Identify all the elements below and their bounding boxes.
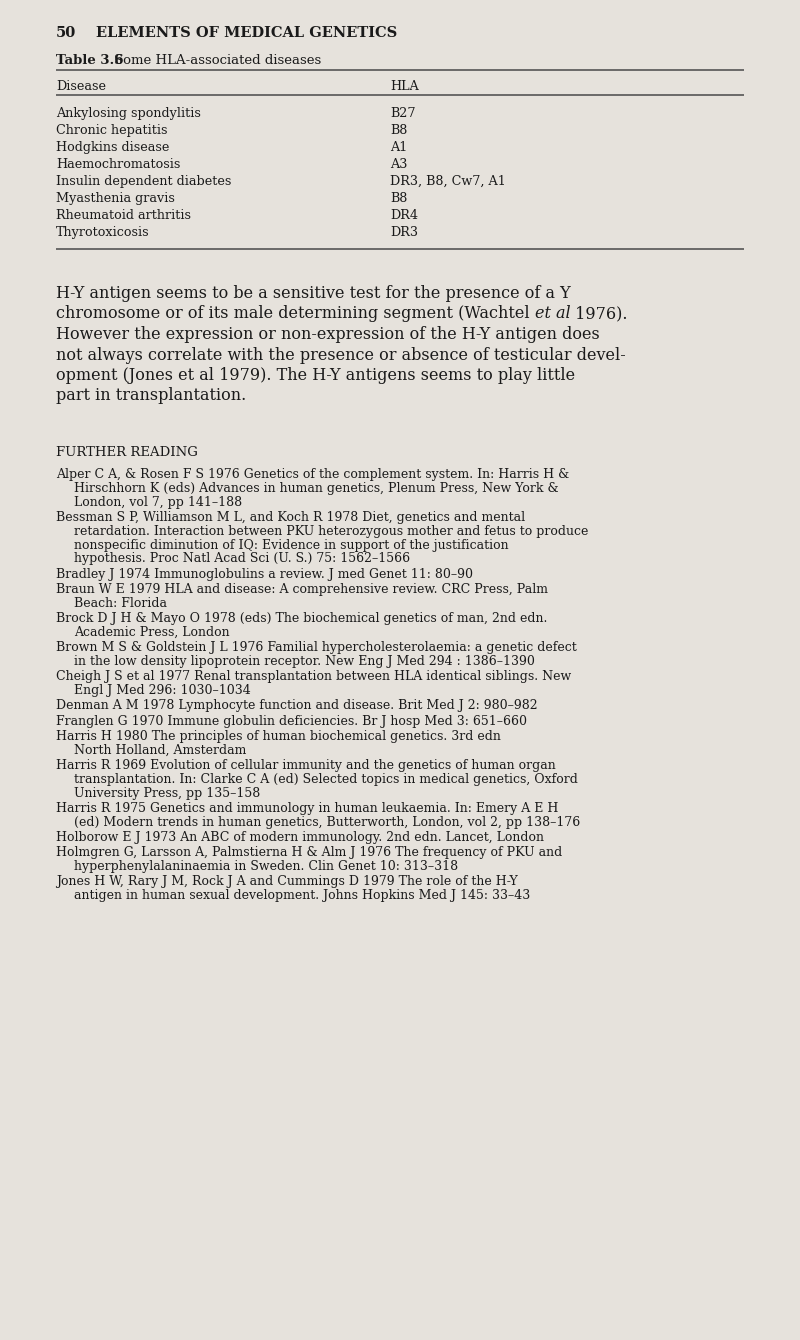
Text: Holborow E J 1973 An ABC of modern immunology. 2nd edn. Lancet, London: Holborow E J 1973 An ABC of modern immun…	[56, 831, 544, 844]
Text: Beach: Florida: Beach: Florida	[74, 596, 167, 610]
Text: nonspecific diminution of IQ: Evidence in support of the justification: nonspecific diminution of IQ: Evidence i…	[74, 539, 509, 552]
Text: Brock D J H & Mayo O 1978 (eds) The biochemical genetics of man, 2nd edn.: Brock D J H & Mayo O 1978 (eds) The bioc…	[56, 612, 547, 624]
Text: B8: B8	[390, 125, 407, 137]
Text: Haemochromatosis: Haemochromatosis	[56, 158, 180, 172]
Text: Table 3.6: Table 3.6	[56, 54, 123, 67]
Text: Braun W E 1979 HLA and disease: A comprehensive review. CRC Press, Palm: Braun W E 1979 HLA and disease: A compre…	[56, 583, 548, 596]
Text: Disease: Disease	[56, 80, 106, 92]
Text: retardation. Interaction between PKU heterozygous mother and fetus to produce: retardation. Interaction between PKU het…	[74, 525, 588, 537]
Text: Ankylosing spondylitis: Ankylosing spondylitis	[56, 107, 201, 121]
Text: Harris R 1969 Evolution of cellular immunity and the genetics of human organ: Harris R 1969 Evolution of cellular immu…	[56, 758, 556, 772]
Text: London, vol 7, pp 141–188: London, vol 7, pp 141–188	[74, 496, 242, 509]
Text: Thyrotoxicosis: Thyrotoxicosis	[56, 226, 150, 239]
Text: However the expression or non-expression of the H-Y antigen does: However the expression or non-expression…	[56, 326, 600, 343]
Text: Bradley J 1974 Immunoglobulins a review. J med Genet 11: 80–90: Bradley J 1974 Immunoglobulins a review.…	[56, 568, 473, 580]
Text: Some HLA-associated diseases: Some HLA-associated diseases	[114, 54, 322, 67]
Text: antigen in human sexual development. Johns Hopkins Med J 145: 33–43: antigen in human sexual development. Joh…	[74, 890, 530, 902]
Text: not always correlate with the presence or absence of testicular devel-: not always correlate with the presence o…	[56, 347, 626, 363]
Text: University Press, pp 135–158: University Press, pp 135–158	[74, 787, 260, 800]
Text: 1976).: 1976).	[570, 306, 628, 323]
Text: (ed) Modern trends in human genetics, Butterworth, London, vol 2, pp 138–176: (ed) Modern trends in human genetics, Bu…	[74, 816, 580, 828]
Text: FURTHER READING: FURTHER READING	[56, 446, 198, 460]
Text: chromosome or of its male determining segment (Wachtel: chromosome or of its male determining se…	[56, 306, 534, 323]
Text: Harris H 1980 The principles of human biochemical genetics. 3rd edn: Harris H 1980 The principles of human bi…	[56, 730, 501, 742]
Text: DR3, B8, Cw7, A1: DR3, B8, Cw7, A1	[390, 176, 506, 188]
Text: Insulin dependent diabetes: Insulin dependent diabetes	[56, 176, 231, 188]
Text: DR3: DR3	[390, 226, 418, 239]
Text: ELEMENTS OF MEDICAL GENETICS: ELEMENTS OF MEDICAL GENETICS	[96, 25, 398, 40]
Text: hypothesis. Proc Natl Acad Sci (U. S.) 75: 1562–1566: hypothesis. Proc Natl Acad Sci (U. S.) 7…	[74, 552, 410, 565]
Text: Franglen G 1970 Immune globulin deficiencies. Br J hosp Med 3: 651–660: Franglen G 1970 Immune globulin deficien…	[56, 714, 527, 728]
Text: Chronic hepatitis: Chronic hepatitis	[56, 125, 167, 137]
Text: Bessman S P, Williamson M L, and Koch R 1978 Diet, genetics and mental: Bessman S P, Williamson M L, and Koch R …	[56, 511, 525, 524]
Text: hyperphenylalaninaemia in Sweden. Clin Genet 10: 313–318: hyperphenylalaninaemia in Sweden. Clin G…	[74, 860, 458, 874]
Text: Jones H W, Rary J M, Rock J A and Cummings D 1979 The role of the H-Y: Jones H W, Rary J M, Rock J A and Cummin…	[56, 875, 518, 888]
Text: transplantation. In: Clarke C A (ed) Selected topics in medical genetics, Oxford: transplantation. In: Clarke C A (ed) Sel…	[74, 773, 578, 785]
Text: North Holland, Amsterdam: North Holland, Amsterdam	[74, 744, 246, 757]
Text: Myasthenia gravis: Myasthenia gravis	[56, 192, 175, 205]
Text: part in transplantation.: part in transplantation.	[56, 387, 246, 405]
Text: Alper C A, & Rosen F S 1976 Genetics of the complement system. In: Harris H &: Alper C A, & Rosen F S 1976 Genetics of …	[56, 468, 570, 481]
Text: Academic Press, London: Academic Press, London	[74, 626, 230, 639]
Text: A1: A1	[390, 141, 407, 154]
Text: A3: A3	[390, 158, 407, 172]
Text: Rheumatoid arthritis: Rheumatoid arthritis	[56, 209, 191, 222]
Text: et al: et al	[534, 306, 570, 323]
Text: Cheigh J S et al 1977 Renal transplantation between HLA identical siblings. New: Cheigh J S et al 1977 Renal transplantat…	[56, 670, 571, 683]
Text: Holmgren G, Larsson A, Palmstierna H & Alm J 1976 The frequency of PKU and: Holmgren G, Larsson A, Palmstierna H & A…	[56, 847, 562, 859]
Text: Hirschhorn K (eds) Advances in human genetics, Plenum Press, New York &: Hirschhorn K (eds) Advances in human gen…	[74, 482, 558, 494]
Text: B27: B27	[390, 107, 415, 121]
Text: DR4: DR4	[390, 209, 418, 222]
Text: B8: B8	[390, 192, 407, 205]
Text: opment (Jones et al 1979). The H-Y antigens seems to play little: opment (Jones et al 1979). The H-Y antig…	[56, 367, 575, 385]
Text: Brown M S & Goldstein J L 1976 Familial hypercholesterolaemia: a genetic defect: Brown M S & Goldstein J L 1976 Familial …	[56, 641, 577, 654]
Text: Hodgkins disease: Hodgkins disease	[56, 141, 170, 154]
Text: HLA: HLA	[390, 80, 418, 92]
Text: in the low density lipoprotein receptor. New Eng J Med 294 : 1386–1390: in the low density lipoprotein receptor.…	[74, 655, 535, 667]
Text: Denman A M 1978 Lymphocyte function and disease. Brit Med J 2: 980–982: Denman A M 1978 Lymphocyte function and …	[56, 699, 538, 713]
Text: H-Y antigen seems to be a sensitive test for the presence of a Y: H-Y antigen seems to be a sensitive test…	[56, 285, 570, 302]
Text: Engl J Med 296: 1030–1034: Engl J Med 296: 1030–1034	[74, 683, 250, 697]
Text: 50: 50	[56, 25, 76, 40]
Text: Harris R 1975 Genetics and immunology in human leukaemia. In: Emery A E H: Harris R 1975 Genetics and immunology in…	[56, 801, 558, 815]
